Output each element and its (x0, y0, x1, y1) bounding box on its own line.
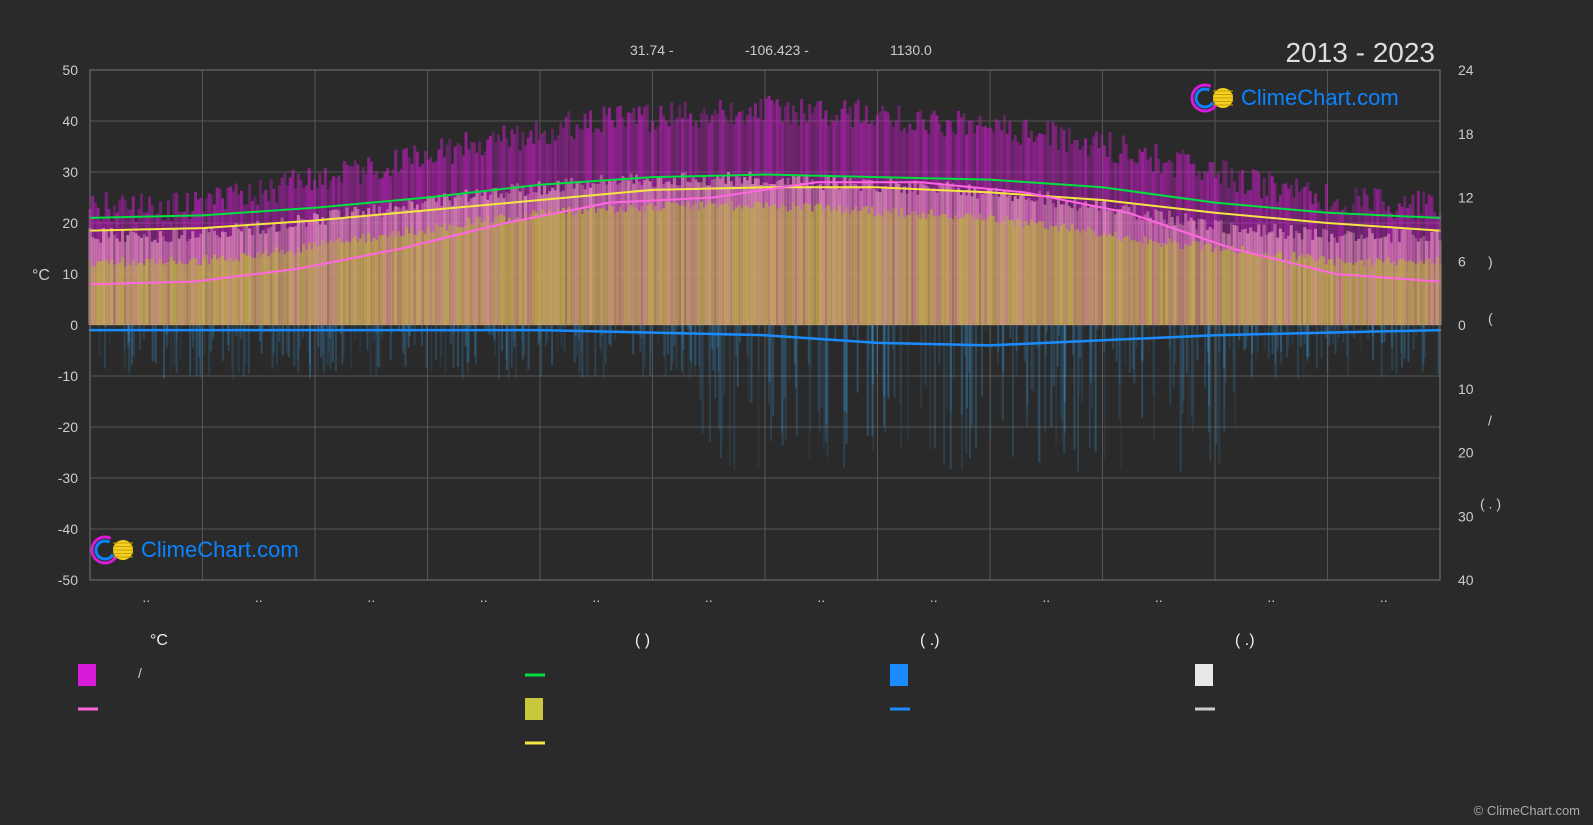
month-label: .. (592, 589, 600, 605)
y-left-tick: 50 (62, 62, 78, 78)
legend-swatch (890, 664, 908, 686)
y-left-tick: -50 (58, 572, 78, 588)
month-label: .. (142, 589, 150, 605)
y-left-tick: -40 (58, 521, 78, 537)
y-right-upper-tick: 0 (1458, 317, 1466, 333)
month-label: .. (255, 589, 263, 605)
bracket: ( . ) (1480, 496, 1501, 512)
month-label: .. (1267, 589, 1275, 605)
y-right-lower-tick: 30 (1458, 508, 1474, 524)
y-left-tick: 40 (62, 113, 78, 129)
month-label: .. (817, 589, 825, 605)
y-right-upper-tick: 18 (1458, 126, 1474, 142)
month-label: .. (705, 589, 713, 605)
y-right-lower-tick: 40 (1458, 572, 1474, 588)
month-label: .. (1042, 589, 1050, 605)
logo-text: ClimeChart.com (141, 537, 299, 562)
month-label: .. (1155, 589, 1163, 605)
y-left-tick: -30 (58, 470, 78, 486)
climate-chart: 50 40 30 20 10 0 -10 -20 -30 -40 -50 °C 24 18 12 6 0) (10… (0, 0, 1593, 825)
bracket: ) (1488, 253, 1493, 269)
header-alt: 1130.0 (890, 42, 932, 58)
y-left-tick: 30 (62, 164, 78, 180)
header-lat: 31.74 - (630, 42, 674, 58)
year-range: 2013 - 2023 (1286, 37, 1435, 68)
month-label: .. (930, 589, 938, 605)
legend-swatch (525, 698, 543, 720)
legend-header: ( .) (1235, 632, 1255, 649)
y-right-lower-tick: 20 (1458, 445, 1474, 461)
y-left-tick: -20 (58, 419, 78, 435)
y-right-upper-tick: 12 (1458, 190, 1474, 206)
month-label: .. (1380, 589, 1388, 605)
legend-swatch (78, 664, 96, 686)
legend-swatch (1195, 664, 1213, 686)
legend-header: °C (150, 632, 168, 649)
y-left-title: °C (32, 267, 50, 284)
logo-text: ClimeChart.com (1241, 85, 1399, 110)
month-label: .. (367, 589, 375, 605)
y-left-tick: 10 (62, 266, 78, 282)
header-lon: -106.423 - (745, 42, 809, 58)
y-right-upper-tick: 24 (1458, 62, 1474, 78)
y-right-lower-tick: 10 (1458, 381, 1474, 397)
legend-header: ( .) (920, 632, 940, 649)
slash: / (1488, 413, 1492, 429)
legend-label: / (138, 665, 142, 681)
y-left-tick: 20 (62, 215, 78, 231)
y-right-upper-tick: 6 (1458, 253, 1466, 269)
month-label: .. (480, 589, 488, 605)
y-left-tick: 0 (70, 317, 78, 333)
legend-header: ( ) (635, 632, 650, 649)
bracket: ( (1488, 310, 1493, 326)
y-left-tick: -10 (58, 368, 78, 384)
footer-copyright: © ClimeChart.com (1474, 803, 1580, 818)
